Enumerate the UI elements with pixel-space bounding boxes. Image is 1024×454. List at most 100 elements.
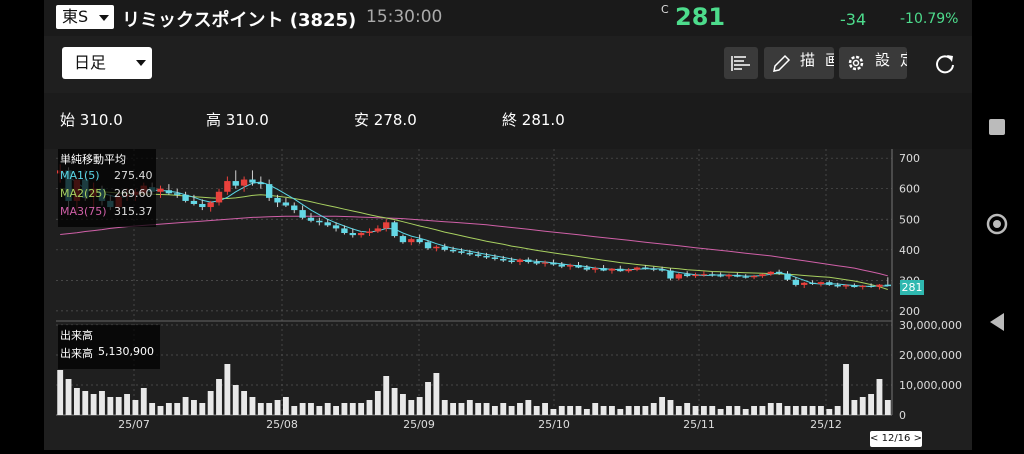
candle-body <box>274 197 281 203</box>
candle-body <box>608 268 616 271</box>
volume-tick-label: 0 <box>899 409 906 422</box>
volume-bar <box>508 406 515 415</box>
back-icon[interactable] <box>990 313 1004 331</box>
candle-body <box>592 268 599 270</box>
candle-body <box>383 222 390 229</box>
volume-bar <box>257 403 264 415</box>
candle-body <box>466 252 473 255</box>
candle-body <box>449 249 457 252</box>
candle-body <box>750 276 758 278</box>
candle-body <box>165 190 173 194</box>
volume-bar <box>742 409 749 415</box>
date-tick-label: 25/09 <box>403 418 435 431</box>
recents-icon[interactable] <box>989 119 1005 135</box>
volume-bar <box>57 370 64 415</box>
volume-bar <box>316 406 323 415</box>
candle-body <box>759 274 766 277</box>
volume-bar <box>767 403 774 415</box>
volume-bar <box>182 397 189 415</box>
volume-bar <box>441 400 448 415</box>
volume-bar <box>642 406 649 415</box>
candle-body <box>374 228 382 232</box>
candle-body <box>884 284 891 287</box>
date-tick-label: 25/12 <box>810 418 842 431</box>
candle-body <box>575 265 582 268</box>
refresh-icon[interactable] <box>933 52 957 76</box>
list-button[interactable] <box>724 47 758 79</box>
volume-bar <box>374 391 381 415</box>
volume-bar <box>466 400 473 415</box>
candle-body <box>408 239 415 243</box>
home-icon[interactable] <box>986 213 1008 235</box>
current-price-tag: 281 <box>900 280 924 295</box>
volume-bar <box>759 406 766 415</box>
candle-body <box>625 269 632 272</box>
chart-toolbar: 日足 描画 設定 <box>44 36 972 93</box>
volume-bar <box>684 403 691 415</box>
volume-bar <box>249 397 256 415</box>
draw-button[interactable]: 描画 <box>764 47 834 79</box>
candle-body <box>550 262 557 265</box>
candle-body <box>240 179 248 186</box>
volume-bar <box>124 394 130 415</box>
ma2-legend-name: MA2(25) <box>60 187 107 200</box>
volume-bar <box>266 403 273 415</box>
period-select[interactable]: 日足 <box>62 47 152 79</box>
candle-body <box>316 220 323 223</box>
candles <box>57 164 891 290</box>
price-prefix: C <box>661 3 669 16</box>
ma2-legend-value: 269.60 <box>114 187 153 200</box>
candle-body <box>633 267 641 270</box>
android-navbar <box>972 0 1024 450</box>
volume-bar <box>533 406 540 415</box>
candle-body <box>867 285 875 287</box>
candle-body <box>533 262 540 264</box>
home-icon-dot <box>993 220 1001 228</box>
volume-bar <box>149 403 156 415</box>
candle-body <box>416 239 423 243</box>
high-label: 高 <box>206 111 222 129</box>
volume-bar <box>776 403 783 415</box>
volume-bar <box>491 406 498 415</box>
candle-body <box>809 282 816 285</box>
current-price: 281 <box>675 3 726 31</box>
ma3-line <box>60 215 888 277</box>
date-badge[interactable]: < 12/16 > <box>870 431 922 447</box>
volume-bar <box>299 403 306 415</box>
android-nav-icons <box>986 119 1008 331</box>
candlestick-chart[interactable]: 700600500400300200 30,000,00020,000,0001… <box>44 149 972 450</box>
candle-body <box>332 225 340 229</box>
volume-bar <box>525 400 532 415</box>
candle-body <box>366 231 373 233</box>
volume-bar <box>274 400 281 415</box>
price-tick-label: 400 <box>899 244 920 257</box>
candle-body <box>675 274 682 279</box>
volume-bar <box>224 364 231 415</box>
volume-bar <box>650 403 657 415</box>
candle-body <box>475 254 482 256</box>
date-tick-label: 25/10 <box>538 418 570 431</box>
ma1-legend-name: MA1(5) <box>60 169 100 182</box>
volume-bar <box>165 403 172 415</box>
settings-button[interactable]: 設定 <box>839 47 907 79</box>
candle-body <box>525 259 532 263</box>
chevron-down-icon <box>99 15 109 21</box>
chart-area[interactable]: 700600500400300200 30,000,00020,000,0001… <box>44 149 972 450</box>
candle-body <box>157 188 164 192</box>
volume-bar <box>542 403 548 415</box>
candle-body <box>642 267 649 269</box>
candle-body <box>658 269 666 271</box>
date-tick-label: 25/07 <box>118 418 150 431</box>
candle-body <box>876 284 883 287</box>
volume-bar <box>416 397 423 415</box>
ma-legend-title: 単純移動平均 <box>60 153 126 166</box>
ma2-line <box>60 188 888 290</box>
candle-body <box>224 181 231 192</box>
market-select[interactable]: 東S <box>56 5 114 29</box>
candle-body <box>391 222 398 237</box>
candle-body <box>282 202 290 206</box>
volume-bar <box>324 403 331 415</box>
candle-body <box>734 274 741 277</box>
volume-bar <box>600 406 607 415</box>
volume-bar <box>659 397 666 415</box>
